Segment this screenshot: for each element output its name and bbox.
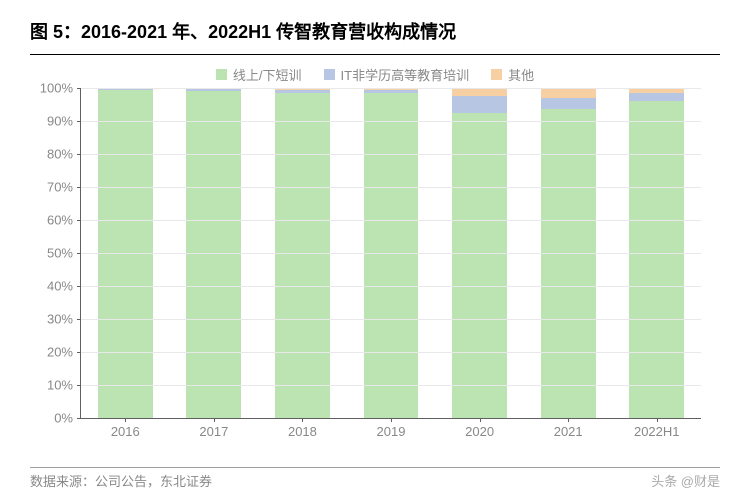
x-axis-label: 2020 [465, 418, 494, 439]
bar-segment [275, 93, 330, 418]
y-axis-label: 70% [47, 180, 81, 195]
grid-line [81, 352, 701, 353]
chart-title: 图 5：2016-2021 年、2022H1 传智教育营收构成情况 [30, 18, 720, 44]
grid-line [81, 88, 701, 89]
bar-segment [629, 93, 684, 101]
bar-segment [452, 113, 507, 418]
bar-segment [541, 88, 596, 98]
footer-rule [30, 467, 720, 468]
legend-swatch [491, 69, 502, 80]
legend-swatch [216, 69, 227, 80]
x-axis-label: 2016 [111, 418, 140, 439]
x-axis-label: 2021 [554, 418, 583, 439]
x-axis-label: 2018 [288, 418, 317, 439]
grid-line [81, 220, 701, 221]
y-axis-label: 0% [54, 411, 81, 426]
y-axis-label: 50% [47, 246, 81, 261]
bar-segment [186, 91, 241, 418]
bar-segment [364, 93, 419, 418]
grid-line [81, 253, 701, 254]
bar-segment [541, 109, 596, 418]
y-axis-label: 40% [47, 279, 81, 294]
legend-item: 线上/下短训 [216, 65, 302, 84]
data-source: 数据来源：公司公告，东北证券 [30, 471, 212, 490]
chart-legend: 线上/下短训 IT非学历高等教育培训 其他 [0, 55, 750, 88]
x-axis-label: 2019 [377, 418, 406, 439]
x-axis-label: 2017 [199, 418, 228, 439]
y-axis-label: 10% [47, 378, 81, 393]
grid-line [81, 286, 701, 287]
y-axis-label: 90% [47, 114, 81, 129]
grid-line [81, 121, 701, 122]
y-axis-label: 100% [40, 81, 81, 96]
legend-label: 其他 [508, 65, 534, 84]
y-axis-label: 30% [47, 312, 81, 327]
bar-segment [452, 96, 507, 113]
y-axis-label: 60% [47, 213, 81, 228]
x-axis-label: 2022H1 [634, 418, 680, 439]
legend-label: IT非学历高等教育培训 [341, 65, 470, 84]
grid-line [81, 385, 701, 386]
legend-item: 其他 [491, 65, 534, 84]
y-axis-label: 80% [47, 147, 81, 162]
legend-label: 线上/下短训 [233, 65, 302, 84]
bar-segment [452, 88, 507, 96]
legend-item: IT非学历高等教育培训 [324, 65, 470, 84]
watermark: 头条 @财是 [651, 471, 720, 490]
stacked-bar-chart: 2016201720182019202020212022H1 0%10%20%3… [80, 88, 701, 419]
legend-swatch [324, 69, 335, 80]
grid-line [81, 154, 701, 155]
bar-segment [541, 98, 596, 110]
grid-line [81, 187, 701, 188]
y-axis-label: 20% [47, 345, 81, 360]
bar-segment [629, 101, 684, 418]
grid-line [81, 319, 701, 320]
